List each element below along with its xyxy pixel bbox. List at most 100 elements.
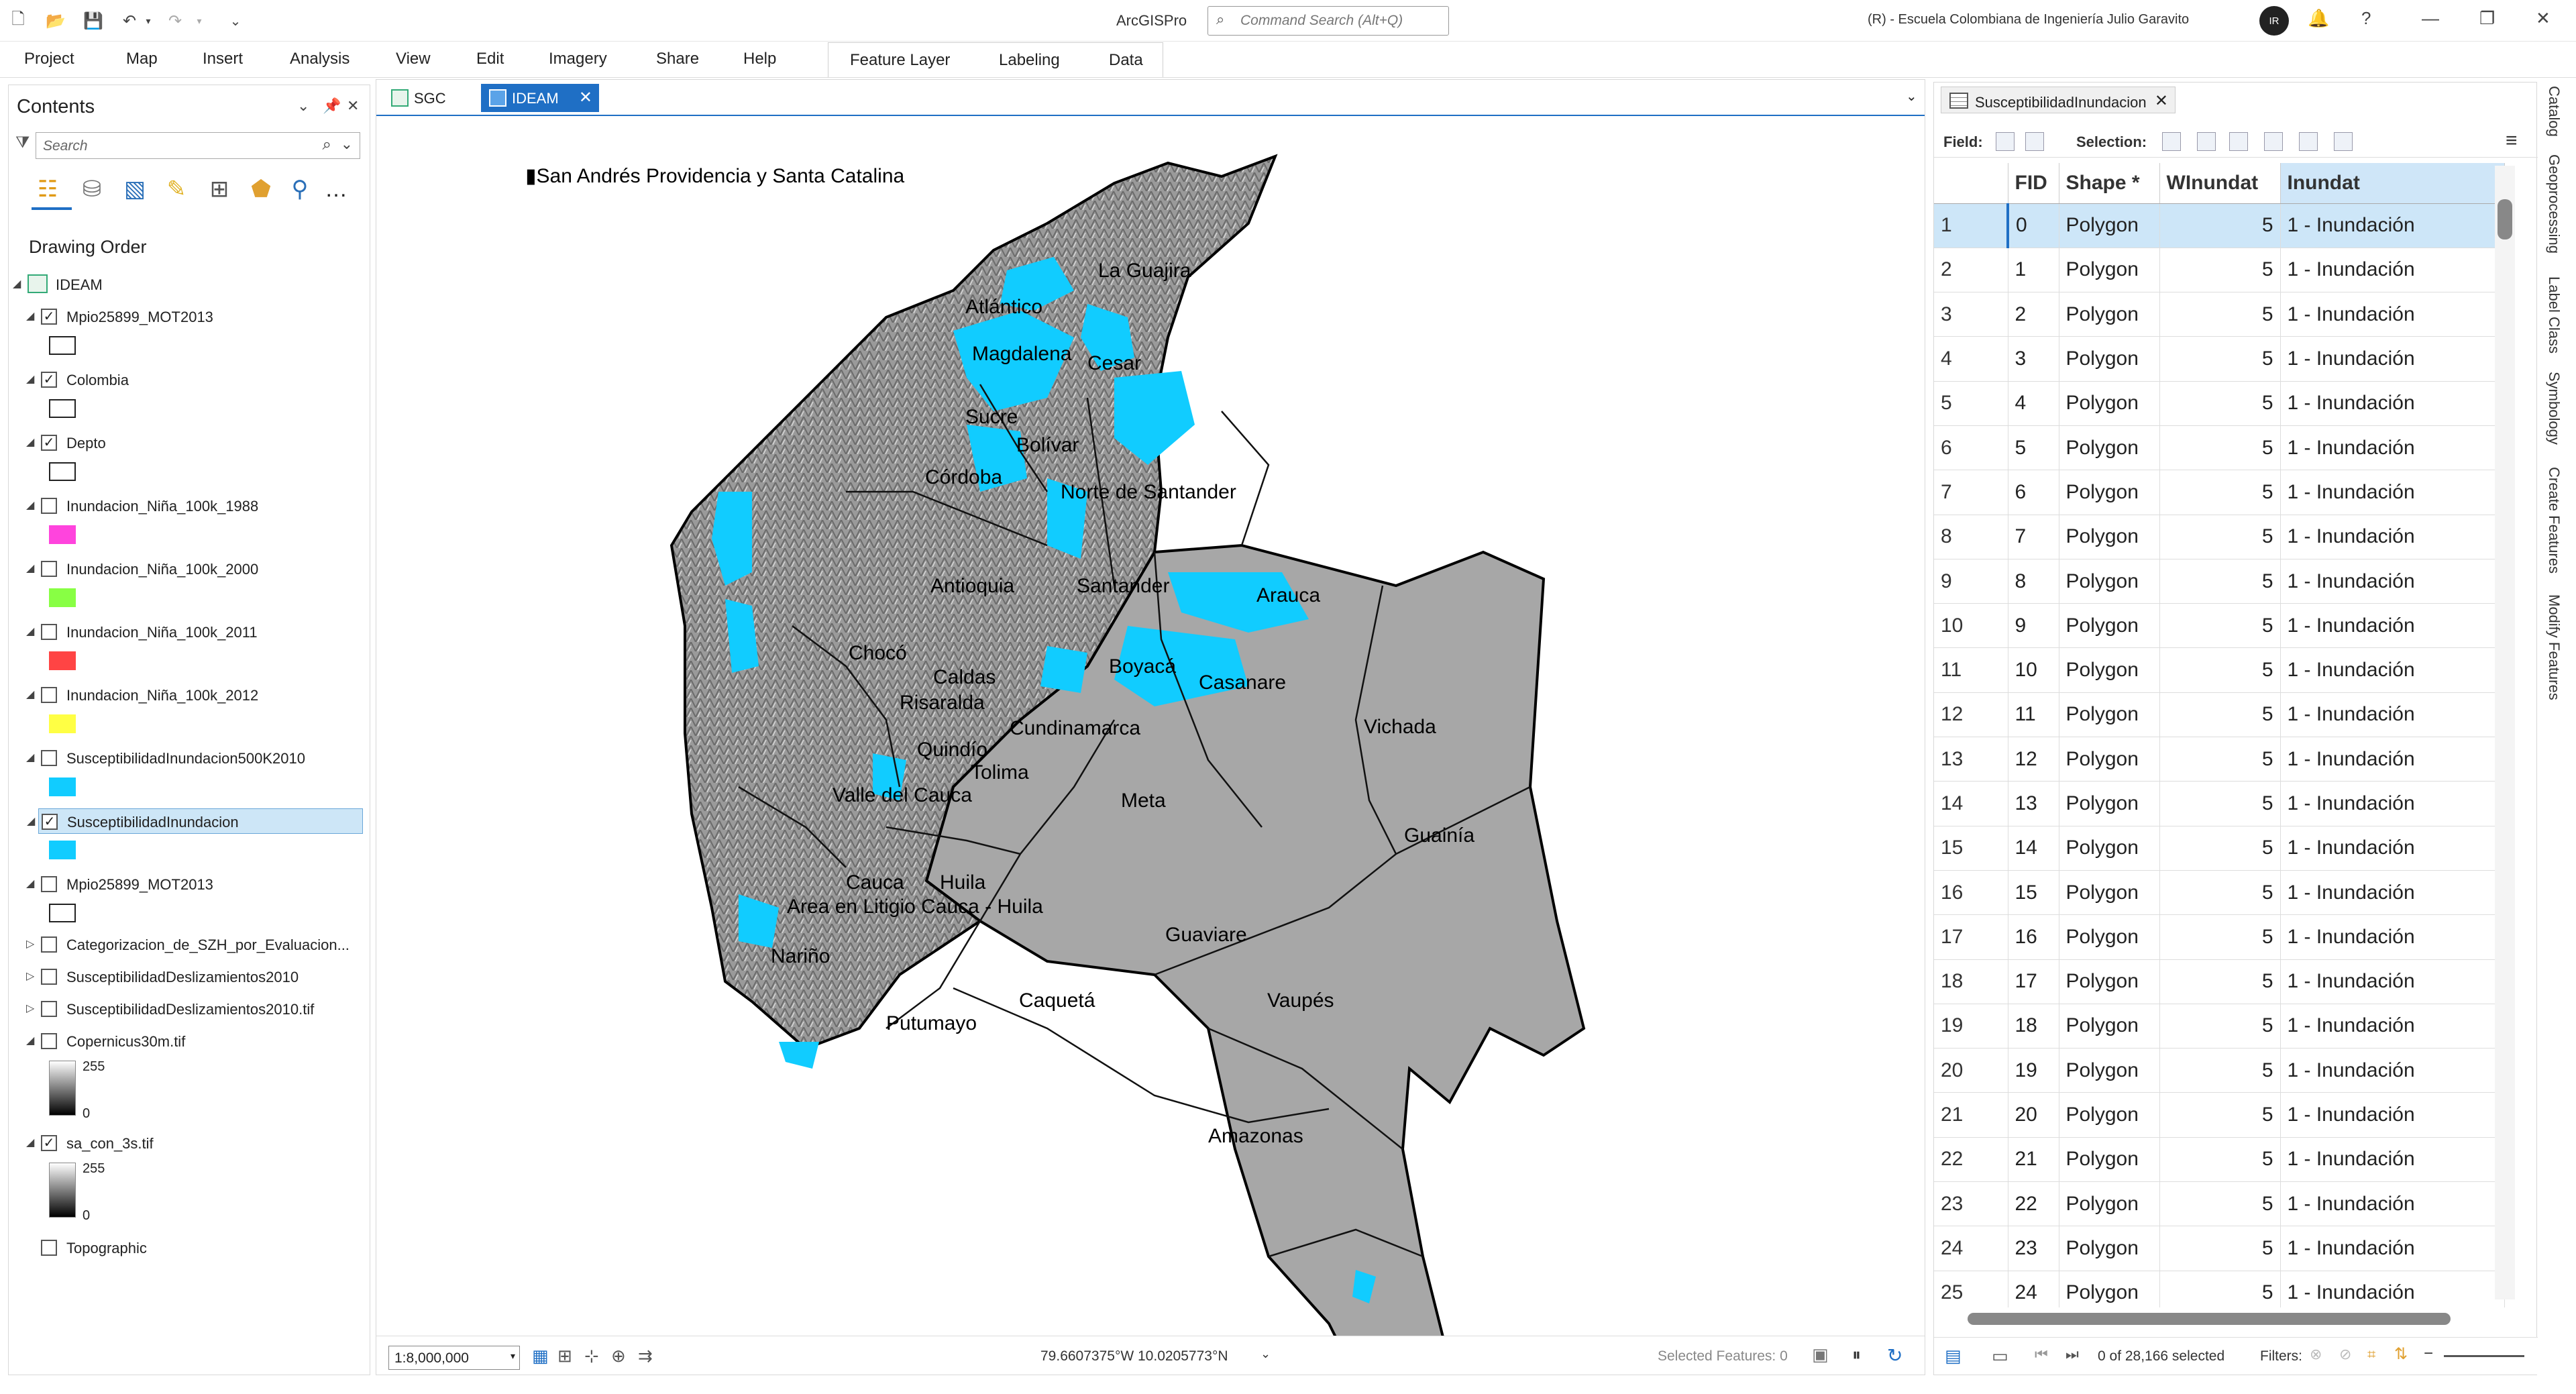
- row-number-cell[interactable]: 14: [1934, 781, 2008, 826]
- table-row[interactable]: 21 20 Polygon 5 1 - Inundación: [1934, 1092, 2505, 1138]
- tab-data[interactable]: Data: [1109, 51, 1143, 69]
- expand-icon[interactable]: ◢: [26, 500, 35, 511]
- list-by-perspective-icon[interactable]: ⚲: [291, 176, 309, 202]
- table-row[interactable]: 12 11 Polygon 5 1 - Inundación: [1934, 692, 2505, 738]
- tab-map[interactable]: Map: [126, 50, 158, 68]
- shape-cell[interactable]: Polygon: [2059, 1048, 2160, 1093]
- layer-checkbox[interactable]: [41, 624, 57, 640]
- expand-icon[interactable]: ◢: [26, 878, 35, 890]
- selected-features-count[interactable]: Selected Features: 0: [1658, 1348, 1788, 1364]
- inundat-cell[interactable]: 1 - Inundación: [2280, 1048, 2505, 1093]
- close-tab-icon[interactable]: ✕: [2154, 92, 2168, 110]
- switch-selection-icon[interactable]: [2229, 132, 2248, 151]
- clear-selection-icon[interactable]: ▣: [1812, 1344, 1829, 1364]
- row-number-cell[interactable]: 18: [1934, 959, 2008, 1004]
- inundat-cell[interactable]: 1 - Inundación: [2280, 870, 2505, 916]
- shape-cell[interactable]: Polygon: [2059, 515, 2160, 559]
- row-number-cell[interactable]: 1: [1934, 203, 2009, 248]
- tab-sgc[interactable]: SGC: [383, 84, 477, 112]
- shape-cell[interactable]: Polygon: [2059, 692, 2160, 738]
- row-number-cell[interactable]: 11: [1934, 647, 2008, 693]
- layer-checkbox[interactable]: [41, 1033, 57, 1049]
- layer-checkbox[interactable]: ✓: [41, 435, 57, 451]
- tab-labeling[interactable]: Labeling: [999, 51, 1060, 69]
- inundat-cell[interactable]: 1 - Inundación: [2280, 292, 2505, 337]
- table-row[interactable]: 7 6 Polygon 5 1 - Inundación: [1934, 470, 2505, 515]
- expand-icon[interactable]: ▷: [26, 939, 35, 950]
- fid-cell[interactable]: 16: [2008, 914, 2059, 960]
- side-tab-modify-features[interactable]: Modify Features: [2546, 594, 2563, 700]
- layer-checkbox[interactable]: [41, 969, 57, 985]
- winundat-cell[interactable]: 5: [2159, 425, 2281, 471]
- inundat-cell[interactable]: 1 - Inundación: [2280, 826, 2505, 871]
- shape-cell[interactable]: Polygon: [2059, 470, 2160, 515]
- table-row[interactable]: 14 13 Polygon 5 1 - Inundación: [1934, 781, 2505, 826]
- fid-cell[interactable]: 10: [2008, 647, 2059, 693]
- layer-checkbox[interactable]: [41, 876, 57, 892]
- fid-cell[interactable]: 12: [2008, 737, 2059, 782]
- fid-cell[interactable]: 23: [2008, 1226, 2059, 1271]
- layer-checkbox[interactable]: [41, 498, 57, 514]
- column-header-winundat[interactable]: WInundat: [2159, 163, 2281, 204]
- new-project-icon[interactable]: 🗋: [11, 9, 25, 28]
- shape-cell[interactable]: Polygon: [2059, 381, 2160, 426]
- undo-dropdown-icon[interactable]: ▾: [146, 15, 151, 26]
- table-row[interactable]: 24 23 Polygon 5 1 - Inundación: [1934, 1226, 2505, 1271]
- filter-selection-icon[interactable]: ⊘: [2339, 1346, 2352, 1362]
- layer-symbol-swatch[interactable]: [49, 588, 76, 607]
- row-number-cell[interactable]: 9: [1934, 559, 2008, 604]
- table-row[interactable]: 13 12 Polygon 5 1 - Inundación: [1934, 737, 2505, 782]
- table-row[interactable]: 1 0 Polygon 5 1 - Inundación: [1934, 203, 2505, 248]
- refresh-view-icon[interactable]: ⇉: [638, 1346, 653, 1366]
- row-number-cell[interactable]: 13: [1934, 737, 2008, 782]
- fid-cell[interactable]: 5: [2008, 425, 2059, 471]
- fid-cell[interactable]: 7: [2008, 515, 2059, 559]
- list-by-data-source-icon[interactable]: ⛁: [82, 176, 102, 202]
- row-number-cell[interactable]: 19: [1934, 1004, 2008, 1049]
- minimize-icon[interactable]: —: [2422, 8, 2439, 28]
- winundat-cell[interactable]: 5: [2159, 381, 2281, 426]
- table-row[interactable]: 16 15 Polygon 5 1 - Inundación: [1934, 870, 2505, 916]
- layer-item[interactable]: ◢ SusceptibilidadInundacion500K2010: [9, 745, 370, 771]
- raster-layer-copernicus[interactable]: ◢ Copernicus30m.tif: [9, 1028, 370, 1054]
- layer-item[interactable]: ▷ SusceptibilidadDeslizamientos2010: [9, 964, 370, 989]
- scale-selector[interactable]: 1:8,000,000 ▾: [388, 1346, 520, 1370]
- fid-cell[interactable]: 2: [2008, 292, 2059, 337]
- snapping-icon[interactable]: ⊹: [584, 1346, 599, 1366]
- restore-icon[interactable]: ❐: [2479, 8, 2496, 28]
- calculate-field-icon[interactable]: [2025, 132, 2044, 151]
- side-tab-catalog[interactable]: Catalog: [2546, 86, 2563, 137]
- zoom-to-selection-icon[interactable]: [2197, 132, 2216, 151]
- inundat-cell[interactable]: 1 - Inundación: [2280, 381, 2505, 426]
- winundat-cell[interactable]: 5: [2159, 470, 2281, 515]
- fid-cell[interactable]: 20: [2008, 1092, 2059, 1138]
- attribute-table-tab[interactable]: SusceptibilidadInundacion ✕: [1941, 87, 2176, 113]
- row-number-cell[interactable]: 22: [1934, 1137, 2008, 1183]
- shape-cell[interactable]: Polygon: [2059, 914, 2160, 960]
- inundat-cell[interactable]: 1 - Inundación: [2280, 1137, 2505, 1183]
- layer-item[interactable]: ◢ Inundacion_Niña_100k_2011: [9, 619, 370, 645]
- tab-project[interactable]: Project: [24, 50, 74, 68]
- fid-cell[interactable]: 1: [2008, 248, 2059, 293]
- shape-cell[interactable]: Polygon: [2059, 203, 2160, 248]
- grid-icon[interactable]: ⊞: [557, 1346, 572, 1366]
- horizontal-scrollbar[interactable]: [1934, 1307, 2524, 1329]
- expand-icon[interactable]: ◢: [26, 752, 35, 763]
- expand-icon[interactable]: ◢: [26, 563, 35, 574]
- row-number-cell[interactable]: 5: [1934, 381, 2008, 426]
- layer-checkbox[interactable]: ✓: [41, 372, 57, 388]
- row-number-cell[interactable]: 7: [1934, 470, 2008, 515]
- winundat-cell[interactable]: 5: [2159, 781, 2281, 826]
- winundat-cell[interactable]: 5: [2159, 647, 2281, 693]
- shape-cell[interactable]: Polygon: [2059, 425, 2160, 471]
- winundat-cell[interactable]: 5: [2159, 1181, 2281, 1227]
- inundat-cell[interactable]: 1 - Inundación: [2280, 248, 2505, 293]
- row-number-cell[interactable]: 2: [1934, 248, 2008, 293]
- layer-checkbox[interactable]: ✓: [41, 309, 57, 325]
- inundat-cell[interactable]: 1 - Inundación: [2280, 470, 2505, 515]
- layer-symbol-swatch[interactable]: [49, 651, 76, 670]
- expand-icon[interactable]: ◢: [26, 311, 35, 322]
- layer-checkbox[interactable]: [41, 1001, 57, 1017]
- shape-cell[interactable]: Polygon: [2059, 292, 2160, 337]
- layer-checkbox[interactable]: [41, 750, 57, 766]
